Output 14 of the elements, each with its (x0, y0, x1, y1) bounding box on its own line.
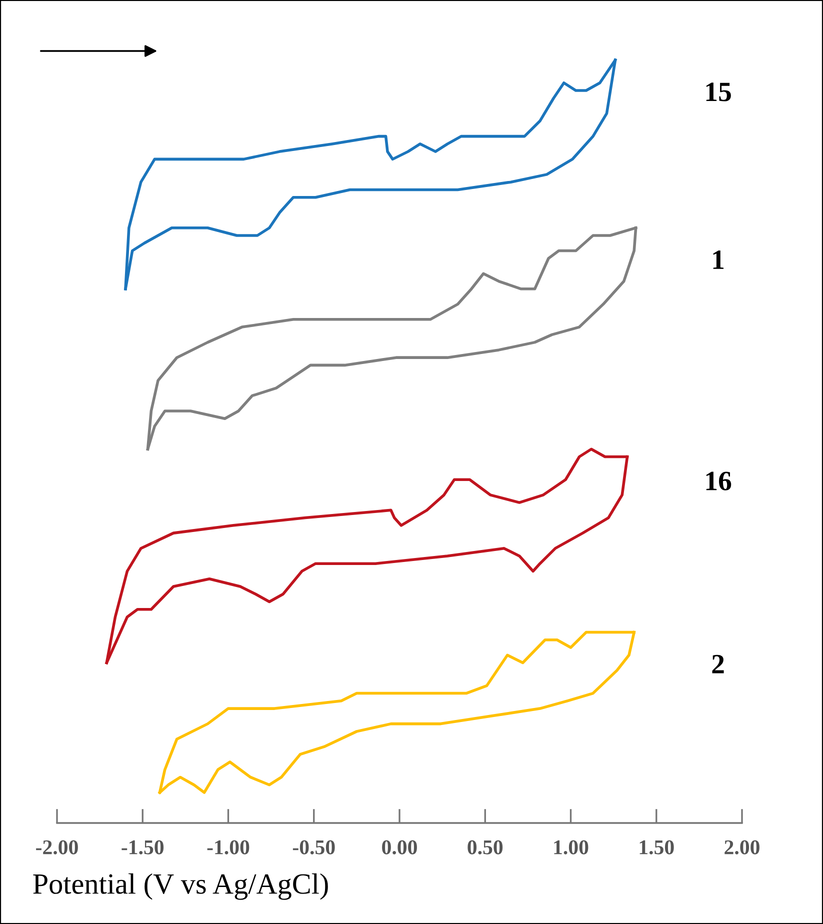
text: 2 (712, 654, 724, 674)
x-tick-label: -0.50 (292, 840, 335, 854)
x-tick-label: 2.00 (724, 840, 760, 854)
x-tick-label: 0.50 (468, 840, 503, 854)
text: 15 (706, 82, 731, 102)
x-tick-label: -1.50 (122, 840, 164, 854)
text: 16 (706, 472, 732, 490)
x-tick-label: 0.00 (382, 840, 417, 854)
x-tick-label: 1.00 (554, 840, 588, 854)
x-tick-label: -2.00 (36, 840, 78, 854)
x-tick-label: -1.00 (207, 840, 250, 854)
x-tick-label: 1.50 (640, 840, 674, 854)
x-axis-title: Potential (V vs Ag/AgCl) (33, 873, 328, 900)
text: 1 (713, 250, 724, 269)
